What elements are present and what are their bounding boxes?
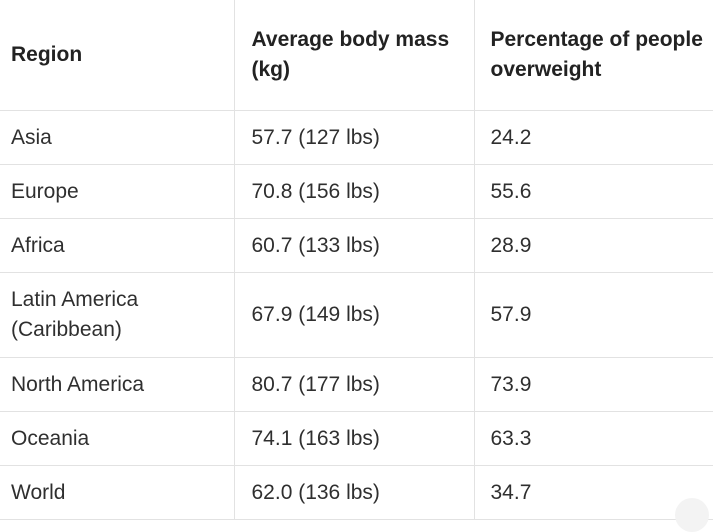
cell-body-mass: 62.0 (136 lbs)	[233, 465, 475, 520]
cell-region: Oceania	[0, 411, 235, 466]
cell-region: North America	[0, 357, 235, 412]
header-row: Region Average body mass (kg) Percentage…	[0, 0, 713, 111]
cell-overweight: 57.9	[473, 272, 713, 358]
cell-overweight: 55.6	[473, 164, 713, 219]
header-region: Region	[0, 0, 235, 111]
cell-region: Africa	[0, 218, 235, 273]
cell-overweight: 73.9	[473, 357, 713, 412]
cell-body-mass: 70.8 (156 lbs)	[233, 164, 475, 219]
cell-region: World	[0, 465, 235, 520]
cell-body-mass: 60.7 (133 lbs)	[233, 218, 475, 273]
cell-overweight: 28.9	[473, 218, 713, 273]
cell-overweight: 63.3	[473, 411, 713, 466]
cell-overweight: 24.2	[473, 110, 713, 165]
table-row: Latin America (Caribbean) 67.9 (149 lbs)…	[0, 272, 713, 358]
data-table: Region Average body mass (kg) Percentage…	[0, 0, 713, 520]
header-average-body-mass: Average body mass (kg)	[233, 0, 475, 111]
corner-circle-decoration	[675, 498, 709, 532]
table-row: Africa 60.7 (133 lbs) 28.9	[0, 218, 713, 273]
cell-region: Asia	[0, 110, 235, 165]
table-row: North America 80.7 (177 lbs) 73.9	[0, 357, 713, 412]
cell-body-mass: 74.1 (163 lbs)	[233, 411, 475, 466]
table-row: Europe 70.8 (156 lbs) 55.6	[0, 164, 713, 219]
cell-overweight: 34.7	[473, 465, 713, 520]
table-row: Oceania 74.1 (163 lbs) 63.3	[0, 411, 713, 466]
table-row: Asia 57.7 (127 lbs) 24.2	[0, 110, 713, 165]
cell-region: Latin America (Caribbean)	[0, 272, 235, 358]
cell-body-mass: 57.7 (127 lbs)	[233, 110, 475, 165]
cell-region: Europe	[0, 164, 235, 219]
header-percentage-overweight: Percentage of people overweight	[473, 0, 713, 111]
cell-body-mass: 67.9 (149 lbs)	[233, 272, 475, 358]
table-row: World 62.0 (136 lbs) 34.7	[0, 465, 713, 520]
cell-body-mass: 80.7 (177 lbs)	[233, 357, 475, 412]
